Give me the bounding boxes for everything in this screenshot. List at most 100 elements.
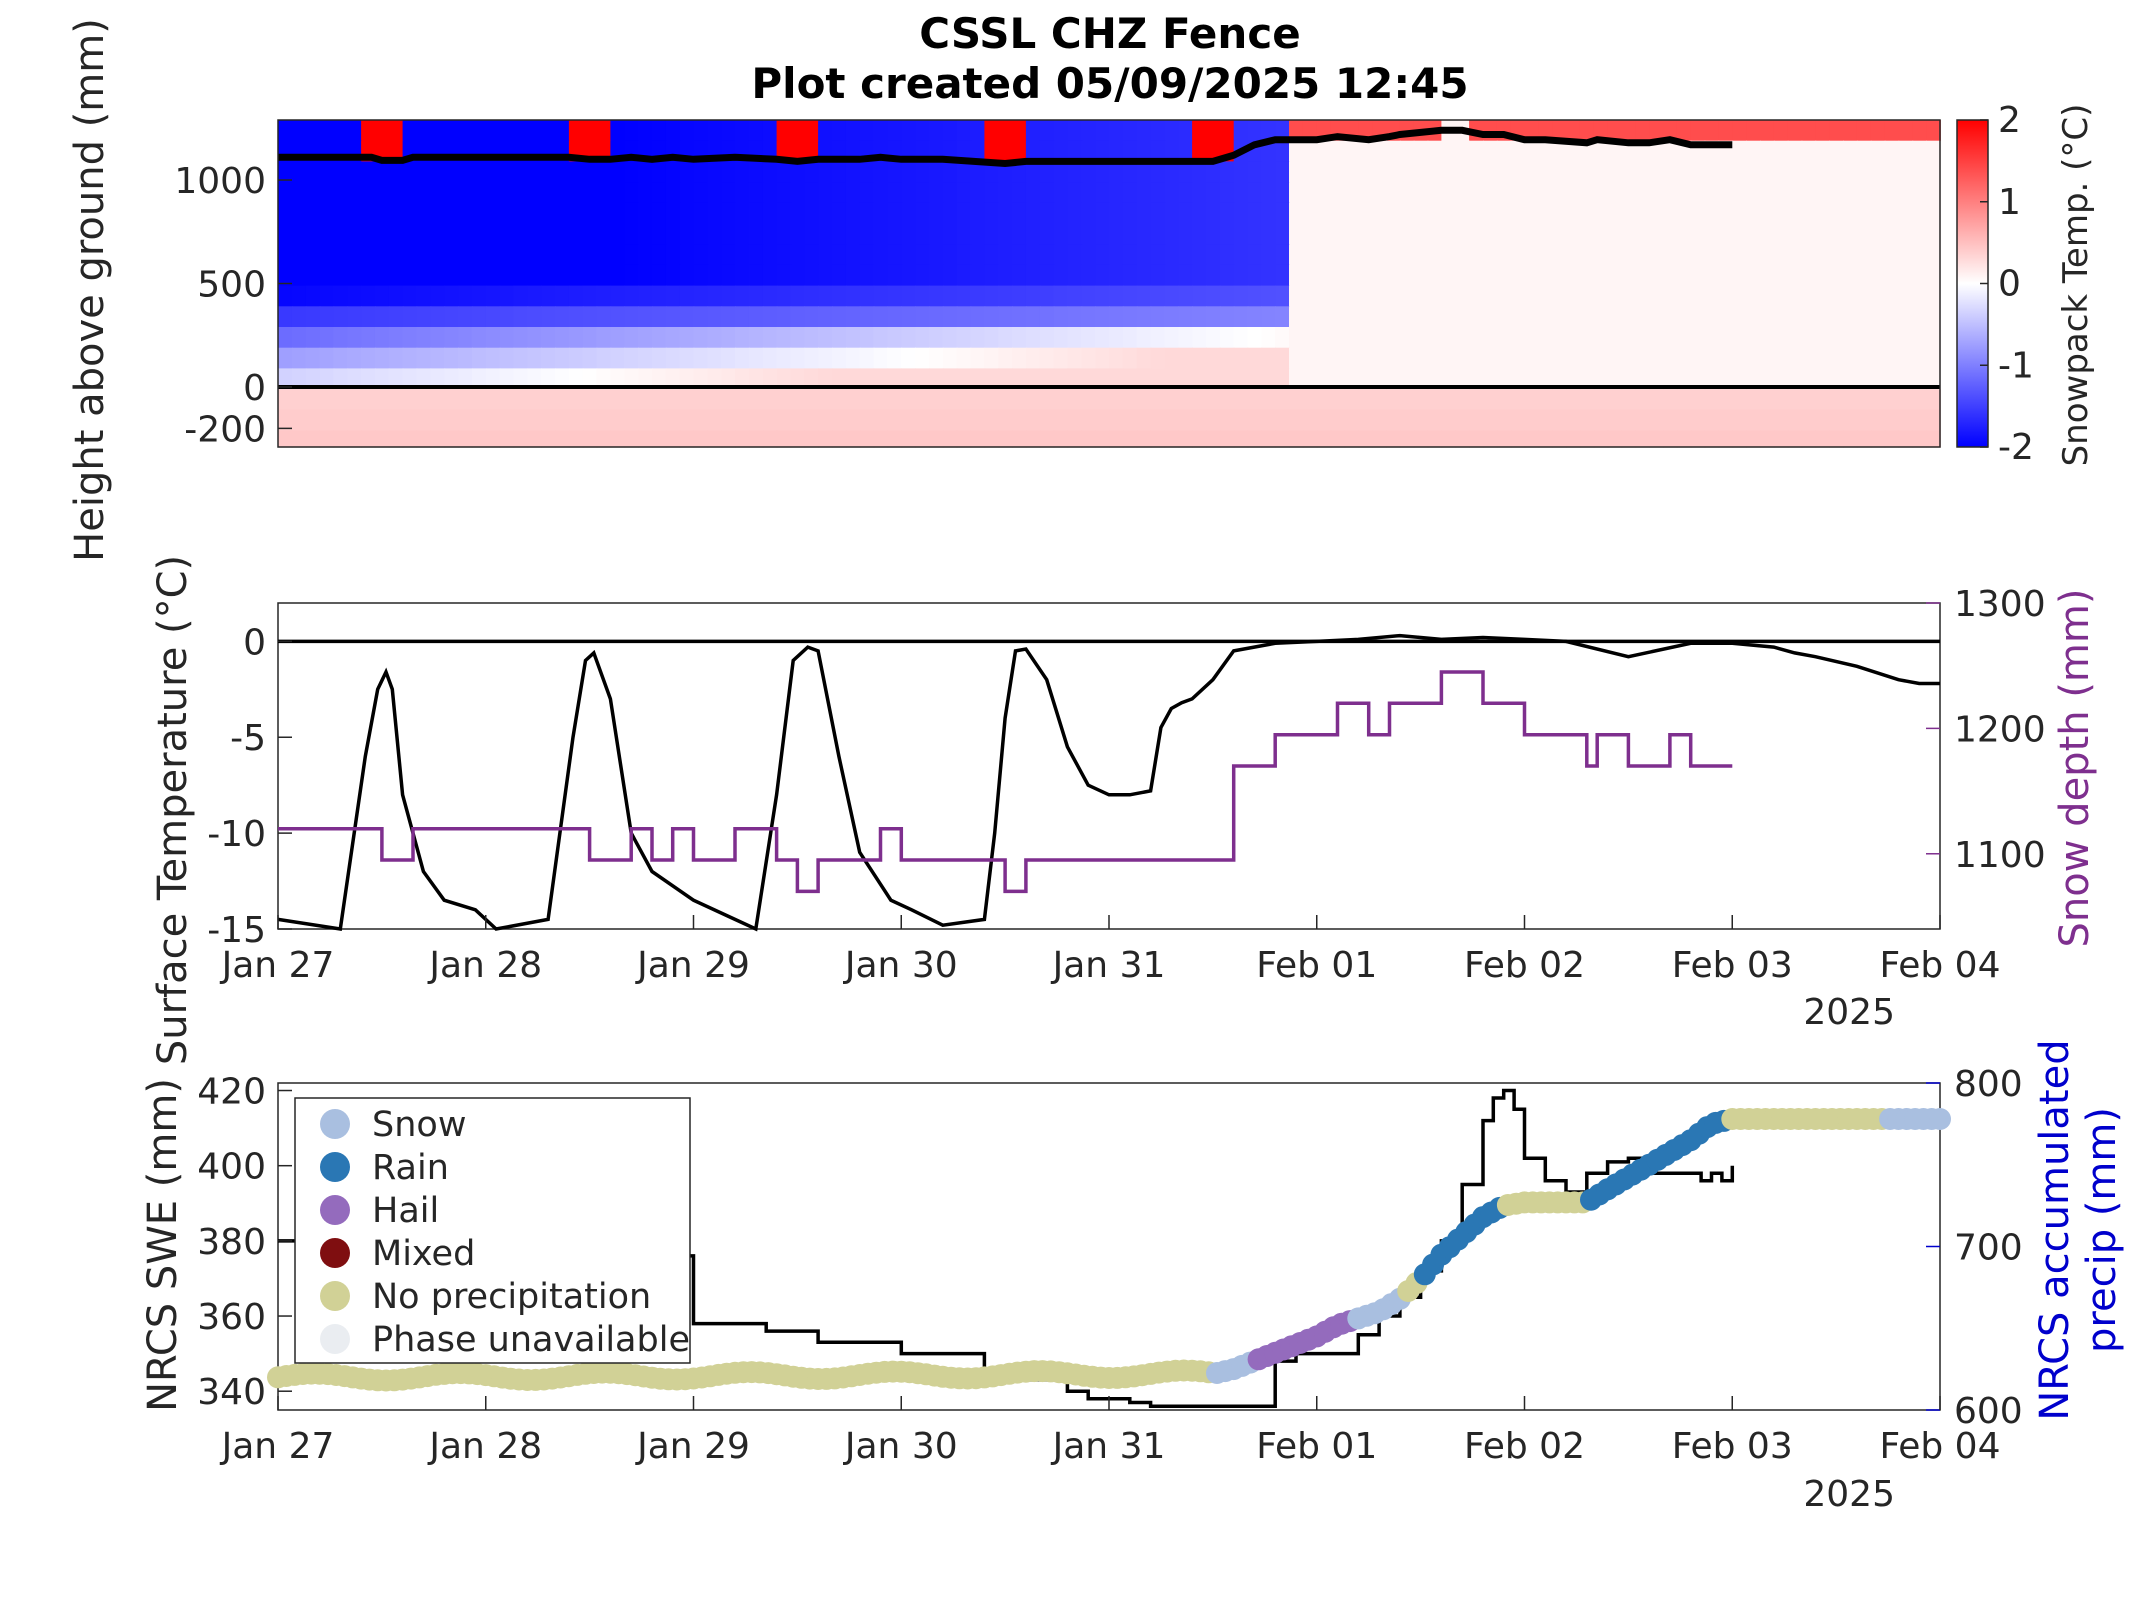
heatmap-cell	[665, 161, 681, 183]
heatmap-cell	[1316, 347, 1332, 369]
heatmap-cell	[1455, 244, 1470, 266]
heatmap-cell	[679, 306, 695, 328]
heatmap-cell	[374, 389, 390, 411]
heatmap-cell	[388, 327, 404, 349]
heatmap-cell	[721, 202, 736, 225]
heatmap-cell	[1912, 182, 1927, 204]
heatmap-cell	[1856, 202, 1872, 225]
heatmap-cell	[1801, 244, 1817, 266]
heatmap-cell	[1039, 409, 1055, 431]
heatmap-cell	[402, 347, 418, 369]
x-tick-label: Jan 30	[843, 945, 958, 986]
heatmap-cell	[956, 306, 972, 328]
heatmap-cell	[1524, 409, 1540, 431]
heatmap-cell	[1386, 389, 1401, 411]
heatmap-cell	[1469, 140, 1484, 162]
heatmap-cell	[693, 306, 709, 328]
heatmap-cell	[929, 368, 944, 390]
heatmap-cell	[845, 327, 861, 349]
heatmap-cell	[416, 389, 432, 411]
heatmap-cell	[1399, 430, 1415, 448]
heatmap-cell	[1593, 120, 1609, 142]
heatmap-cell	[1579, 368, 1595, 390]
heatmap-cell	[818, 306, 833, 328]
heatmap-cell	[1732, 140, 1747, 162]
surface-temp-y-label: Surface Temperature (°C)	[150, 555, 196, 1065]
heatmap-cell	[693, 368, 709, 390]
heatmap-cell	[1427, 140, 1443, 162]
heatmap-cell	[1372, 244, 1387, 266]
heatmap-cell	[1621, 264, 1637, 287]
heatmap-cell	[1760, 368, 1775, 390]
heatmap-cell	[1496, 327, 1512, 349]
heatmap-cell	[970, 389, 986, 411]
heatmap-cell	[568, 347, 584, 369]
heatmap-cell	[1399, 161, 1415, 183]
heatmap-cell	[693, 327, 709, 349]
heatmap-cell	[721, 389, 736, 411]
heatmap-cell	[1150, 264, 1166, 287]
heatmap-cell	[402, 327, 418, 349]
heatmap-cell	[1746, 182, 1761, 204]
heatmap-cell	[1275, 368, 1290, 390]
heatmap-cell	[388, 244, 404, 266]
heatmap-cell	[1898, 430, 1914, 448]
heatmap-cell	[624, 244, 639, 266]
heatmap-cell	[638, 223, 653, 245]
heatmap-cell	[610, 389, 626, 411]
heatmap-cell	[1884, 285, 1900, 307]
heatmap-cell	[1621, 347, 1637, 369]
heatmap-cell	[555, 347, 570, 369]
heatmap-cell	[305, 430, 321, 448]
heatmap-cell	[1219, 409, 1235, 431]
heatmap-cell	[388, 120, 404, 142]
heatmap-cell	[1469, 244, 1484, 266]
heatmap-cell	[416, 244, 432, 266]
heatmap-cell	[1178, 368, 1193, 390]
heatmap-cell	[1912, 285, 1927, 307]
heatmap-cell	[582, 182, 598, 204]
heatmap-cell	[679, 264, 695, 287]
heatmap-cell	[984, 161, 1000, 183]
heatmap-cell	[1164, 182, 1180, 204]
heatmap-cell	[1150, 223, 1166, 245]
heatmap-cell	[638, 161, 653, 183]
heatmap-cell	[1926, 140, 1941, 162]
heatmap-cell	[1579, 223, 1595, 245]
legend-label: Mixed	[372, 1234, 475, 1274]
heatmap-cell	[1884, 223, 1900, 245]
heatmap-cell	[1676, 430, 1692, 448]
heatmap-cell	[929, 327, 944, 349]
heatmap-cell	[1566, 161, 1581, 183]
heatmap-cell	[444, 306, 459, 328]
heatmap-cell	[1676, 202, 1692, 225]
heatmap-cell	[319, 327, 335, 349]
heatmap-cell	[1510, 327, 1526, 349]
heatmap-cell	[859, 327, 875, 349]
heatmap-cell	[1898, 140, 1914, 162]
heatmap-cell	[444, 347, 459, 369]
heatmap-cell	[1663, 202, 1678, 225]
heatmap-cell	[1316, 389, 1332, 411]
heatmap-cell	[374, 285, 390, 307]
heatmap-cell	[652, 306, 667, 328]
heatmap-cell	[762, 285, 778, 307]
heatmap-cell	[1330, 223, 1346, 245]
heatmap-cell	[1095, 306, 1110, 328]
heatmap-cell	[444, 202, 459, 225]
heatmap-cell	[1676, 389, 1692, 411]
heatmap-cell	[1566, 120, 1581, 142]
heatmap-cell	[1496, 264, 1512, 287]
heatmap-cell	[1330, 327, 1346, 349]
heatmap-cell	[998, 306, 1013, 328]
heatmap-cell	[1136, 327, 1152, 349]
heatmap-cell	[1344, 327, 1360, 349]
heatmap-cell	[1025, 306, 1041, 328]
heatmap-cell	[1067, 430, 1083, 448]
heatmap-cell	[582, 368, 598, 390]
heatmap-cell	[859, 161, 875, 183]
heatmap-cell	[998, 140, 1013, 162]
heatmap-cell	[1538, 430, 1553, 448]
